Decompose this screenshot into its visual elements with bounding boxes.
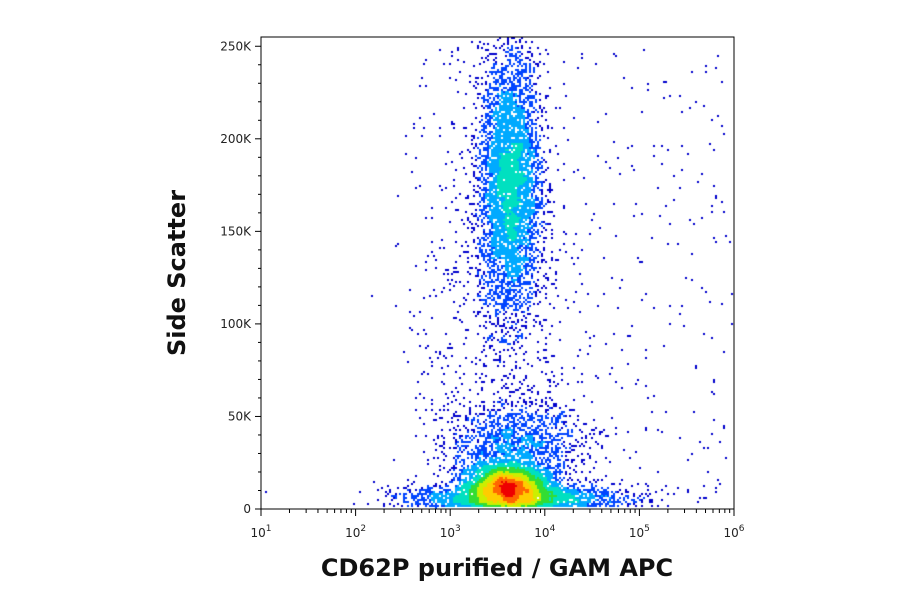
x-tick-label: 104 — [534, 524, 555, 540]
x-axis-title: CD62P purified / GAM APC — [321, 554, 673, 582]
y-tick-label: 0 — [243, 502, 251, 516]
y-tick-label: 150K — [220, 224, 252, 238]
x-tick-label: 103 — [440, 524, 461, 540]
y-tick-label: 50K — [228, 409, 252, 423]
x-tick-label: 101 — [250, 524, 271, 540]
x-axis: 101 102 103 104 105 106 — [250, 509, 745, 540]
y-axis-title: Side Scatter — [163, 190, 191, 356]
y-tick-label: 200K — [220, 132, 252, 146]
y-axis: 0 50K 100K 150K 200K 250K — [220, 39, 261, 516]
y-tick-label: 250K — [220, 39, 252, 53]
plot-frame — [260, 36, 735, 510]
x-tick-label: 106 — [723, 524, 744, 540]
x-tick-label: 105 — [629, 524, 650, 540]
y-tick-label: 100K — [220, 317, 252, 331]
x-tick-label: 102 — [345, 524, 366, 540]
density-heatmap — [261, 37, 734, 509]
